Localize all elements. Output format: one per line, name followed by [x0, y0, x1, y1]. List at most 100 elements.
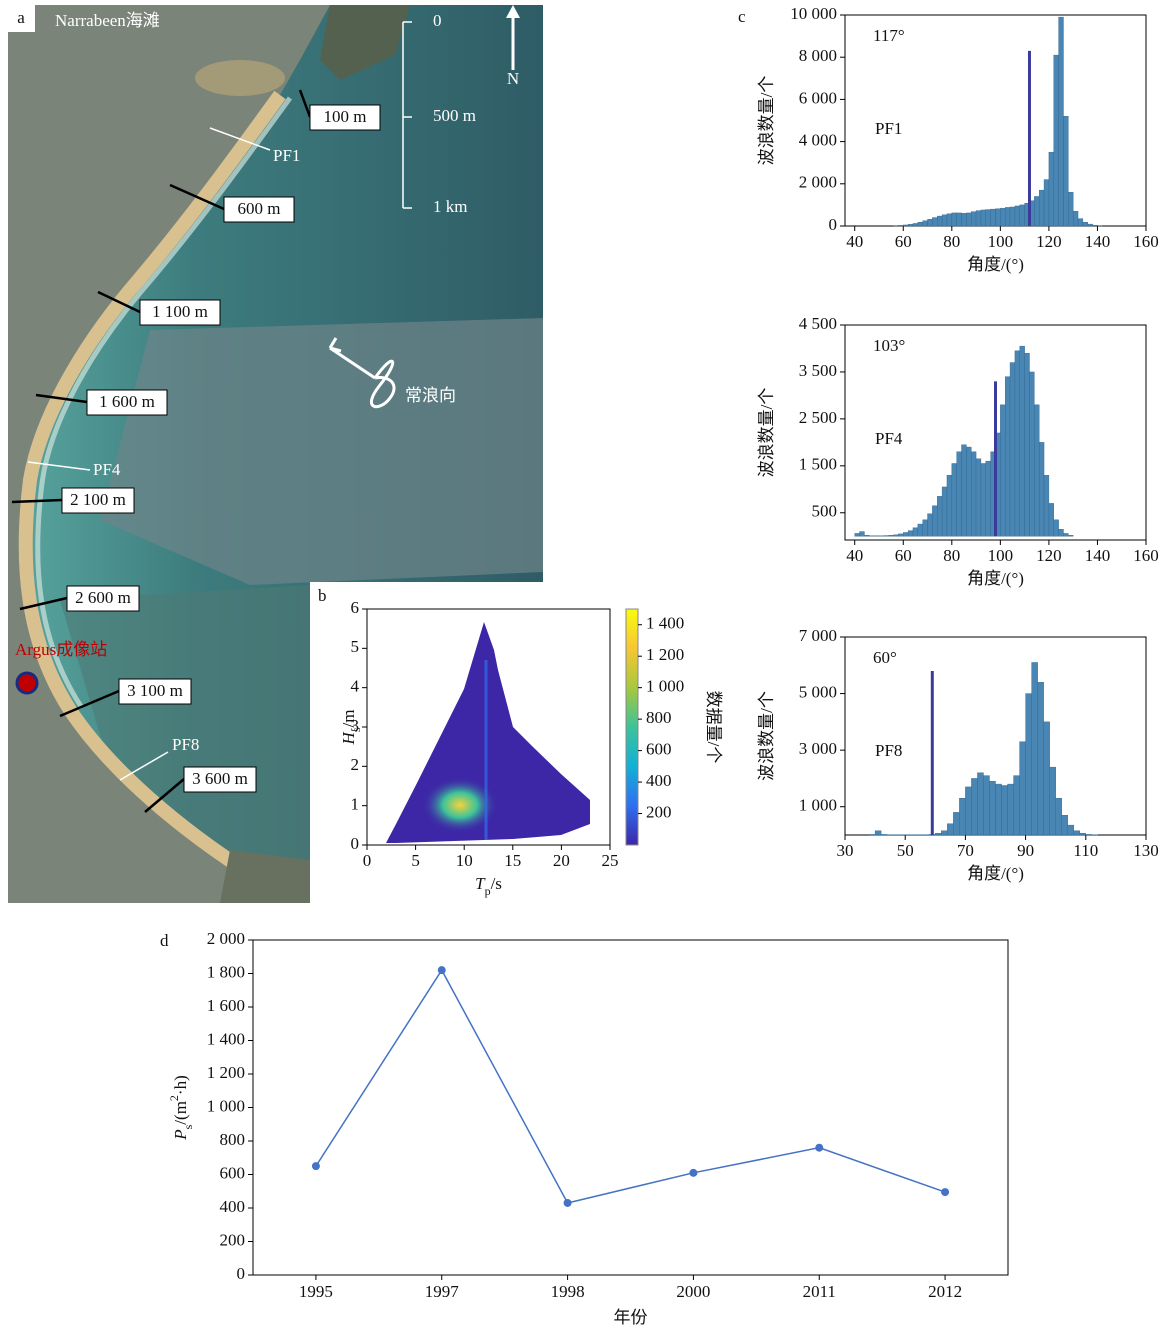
angle-annotation: 60° [873, 648, 897, 667]
histogram-bar [868, 834, 876, 836]
y-tick-label: 2 000 [207, 929, 245, 948]
x-tick-label: 80 [943, 232, 960, 251]
histogram-bar [1043, 475, 1050, 537]
distance-label: 3 600 m [192, 769, 248, 788]
y-tick-label: 2 500 [799, 408, 837, 427]
line [315, 968, 946, 1204]
x-tick-label: 10 [456, 851, 473, 870]
x-tick-label: 100 [988, 232, 1014, 251]
panel-label-box [8, 5, 35, 32]
x-tick-label: 2012 [928, 1282, 962, 1301]
histogram-bar [917, 222, 923, 227]
histogram-bar [1025, 693, 1032, 836]
leader-line [169, 183, 225, 211]
profile-label: PF4 [875, 429, 903, 448]
x-tick-label: 50 [897, 841, 914, 860]
histogram-bar [983, 775, 990, 836]
profile-label: PF1 [273, 146, 300, 165]
scale-label: 1 km [433, 197, 467, 216]
colorbar-tick-label: 1 000 [646, 677, 684, 696]
x-tick-label: 20 [553, 851, 570, 870]
histogram-bar [1058, 529, 1064, 537]
point [311, 1162, 320, 1171]
x-tick-label: 1998 [551, 1282, 585, 1301]
x-tick-label: 160 [1133, 232, 1159, 251]
histogram-bar [917, 523, 923, 537]
histogram-bar [975, 458, 982, 537]
angle-annotation: 117° [873, 26, 905, 45]
distance-label: 600 m [238, 199, 281, 218]
x-axis-label: 年份 [614, 1308, 648, 1327]
histogram-bar [1049, 766, 1056, 836]
x-tick-label: 40 [846, 232, 863, 251]
histogram-bar [1014, 350, 1020, 537]
y-tick-label: 5 000 [799, 682, 837, 701]
point [437, 966, 446, 975]
histogram-bar [922, 220, 928, 227]
histogram-bar [1072, 211, 1079, 227]
y-tick-label: 7 000 [799, 626, 837, 645]
label-part: /m [339, 710, 358, 728]
x-axis-label: 角度/(°) [967, 569, 1024, 588]
histogram-bar [864, 535, 870, 537]
histogram-bar [1019, 345, 1025, 537]
x-tick-label: 100 [988, 546, 1014, 565]
histogram-bar [1034, 404, 1040, 537]
histogram-bar [927, 219, 933, 227]
x-tick-label: 40 [846, 546, 863, 565]
histogram-bar [971, 451, 977, 537]
y-tick-label: 1 000 [799, 796, 837, 815]
histogram-bar [1043, 721, 1050, 836]
histogram-bar [980, 209, 986, 227]
histogram-bar [1031, 662, 1038, 836]
x-tick-label: 30 [837, 841, 854, 860]
leader-line [11, 498, 63, 504]
histogram-bar [946, 475, 953, 537]
point [941, 1188, 950, 1197]
x-tick-label: 25 [602, 851, 619, 870]
y-tick-label: 4 [351, 677, 360, 696]
x-tick-label: 2000 [676, 1282, 710, 1301]
leader-line [19, 596, 68, 611]
histogram-bar [980, 463, 986, 537]
histogram-bar [1053, 54, 1059, 227]
histogram-bar [961, 444, 967, 537]
histogram-bar [883, 535, 889, 537]
colorbar-tick-label: 1 400 [646, 614, 684, 633]
label-part: s [349, 727, 363, 732]
y-axis-label: 波浪数量/个 [757, 76, 776, 166]
distance-box [139, 299, 221, 326]
y-tick-label: 500 [812, 502, 838, 521]
histogram-bar [941, 486, 948, 537]
histogram-bar [898, 533, 904, 537]
histogram-bar [907, 530, 914, 537]
label-part: /s [491, 874, 502, 893]
y-tick-label: 2 [351, 755, 360, 774]
x-tick-label: 90 [1017, 841, 1034, 860]
y-axis-label: Hs/m [339, 710, 363, 746]
leader-line [35, 393, 88, 404]
distance-box [223, 196, 295, 223]
histogram-bar [888, 535, 894, 537]
histogram-bar [966, 446, 972, 537]
histogram-bar [1000, 208, 1006, 227]
y-tick-label: 0 [237, 1264, 246, 1283]
wave-direction-label: 常浪向 [405, 386, 456, 405]
y-tick-label: 4 000 [799, 131, 837, 150]
histogram-bar [922, 519, 928, 537]
histogram-bar [1068, 192, 1074, 227]
histogram-bar [1068, 535, 1074, 537]
histogram-bar [965, 786, 972, 836]
histogram-bar [995, 783, 1002, 836]
label-part: 2 [167, 1095, 181, 1101]
histogram-bar [1053, 519, 1059, 537]
station-label: Argus成像站 [15, 640, 107, 659]
histogram-bar [937, 215, 943, 227]
profile-label: PF8 [875, 741, 902, 760]
y-tick-label: 10 000 [790, 4, 837, 23]
histogram-bar [947, 823, 954, 836]
histogram-bar [1019, 204, 1025, 227]
label-part: s [181, 1124, 195, 1129]
y-tick-label: 2 000 [799, 173, 837, 192]
